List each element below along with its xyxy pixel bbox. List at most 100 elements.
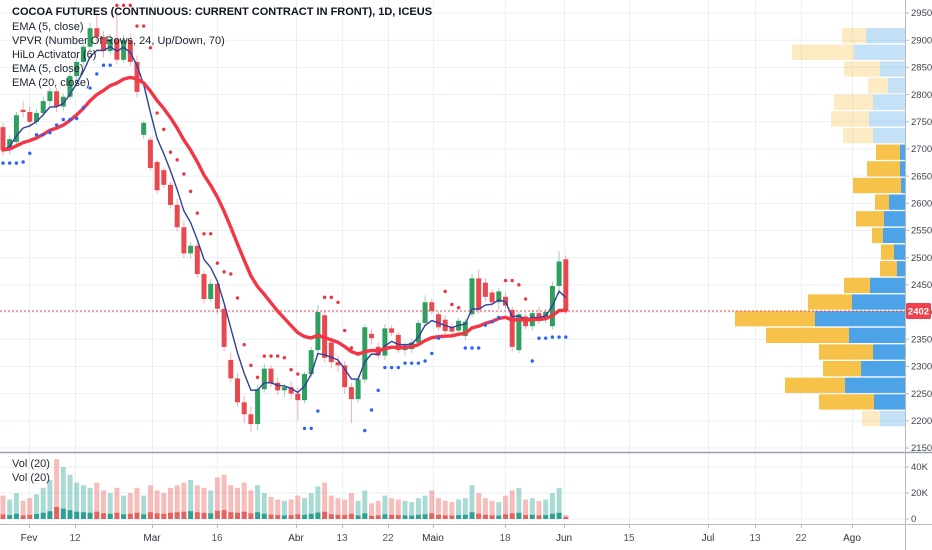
volume-ma-bar [181, 511, 187, 519]
volume-bar [248, 490, 254, 519]
hilo-dot [336, 300, 340, 304]
volume-bar [476, 493, 482, 519]
volume-bar [496, 502, 502, 519]
volume-ma-bar [462, 514, 468, 519]
candle-down [476, 278, 482, 310]
volume-bar [375, 500, 381, 519]
candle-down [536, 313, 542, 319]
candle-down [342, 365, 348, 388]
candle-down [154, 161, 160, 191]
vpvr-row-up [894, 244, 905, 260]
candle-down [168, 184, 173, 205]
vpvr-row-down [735, 311, 815, 327]
price-tick-label: 2450 [911, 280, 932, 291]
legend-ema5-b[interactable]: EMA (5, close) [12, 63, 84, 75]
volume-ma-bar [409, 515, 415, 519]
time-tick-label: 13 [336, 533, 348, 544]
last-price-badge: 2402 [906, 302, 931, 319]
vpvr-row-down [880, 261, 897, 277]
hilo-dot [503, 278, 508, 283]
hilo-dot [242, 342, 246, 347]
vpvr-row-up [849, 327, 905, 343]
volume-profile [735, 28, 905, 427]
volume-bar [482, 498, 488, 519]
volume-ma-bar [362, 513, 368, 519]
volume-ma-bar [34, 514, 39, 519]
last-price-badge-bg [906, 302, 931, 319]
candle-up [382, 328, 388, 356]
volume-bar [382, 495, 388, 519]
candle-down [221, 308, 227, 347]
candle-down [214, 283, 220, 309]
hilo-dot [510, 278, 514, 283]
candle-up [67, 76, 73, 97]
volume-axis[interactable]: 40K 20K 0 [905, 462, 929, 525]
candle-down [482, 282, 488, 297]
volume-bar [181, 482, 187, 519]
volume-bar [348, 493, 354, 519]
candle-up [141, 122, 147, 135]
legend-ema5-a[interactable]: EMA (5, close) [12, 21, 84, 33]
volume-ma-bar [449, 515, 455, 519]
candle-up [80, 46, 86, 62]
vpvr-row-up [873, 344, 905, 360]
price-axis[interactable]: 2950 2900 2850 2800 2750 2700 2650 2600 2550 2500… [905, 8, 932, 454]
volume-bars [0, 459, 569, 519]
vpvr-row-down [831, 111, 869, 127]
candle-up [462, 321, 468, 336]
volume-tick-label: 40K [911, 462, 929, 473]
legend-hilo-activator[interactable]: HiLo Activator (6) [12, 49, 97, 61]
volume-bar [389, 498, 395, 519]
volume-ma-bar [348, 513, 354, 519]
volume-ma-bar [395, 515, 401, 519]
hilo-dot [477, 346, 481, 350]
candle-up [13, 115, 19, 142]
hilo-dot [142, 24, 146, 28]
volume-bar [355, 500, 361, 519]
volume-bar [362, 490, 368, 519]
volume-bar [141, 495, 147, 519]
candle-down [174, 204, 180, 228]
candle-down [348, 387, 354, 400]
price-tick-label: 2850 [911, 63, 932, 74]
hilo-dot [209, 232, 213, 236]
candle-up [121, 40, 127, 60]
volume-bar [208, 490, 214, 519]
candle-up [415, 322, 421, 343]
volume-bar [34, 494, 39, 519]
candle-up [7, 139, 13, 151]
volume-bar [194, 485, 200, 519]
volume-ma-bar [342, 515, 348, 519]
candle-down [0, 127, 6, 151]
time-axis[interactable]: Fev 12 Mar 16 Abr 13 22 Maio 18 Jun 15 Jul 13 22 Ago [21, 524, 862, 545]
legend-vol-a[interactable]: Vol (20) [12, 458, 50, 470]
symbol-title[interactable]: COCOA FUTURES (CONTINUOUS: CURRENT CONTR… [12, 6, 433, 18]
legend-vol-b[interactable]: Vol (20) [12, 472, 50, 484]
candle-down [328, 342, 334, 363]
volume-ma-bar [422, 514, 428, 519]
time-tick-label: 22 [795, 533, 807, 544]
hilo-dot [202, 232, 206, 236]
hilo-dot [557, 335, 561, 339]
legend-vpvr[interactable]: VPVR (Number Of Rows, 24, Up/Down, 70) [12, 35, 225, 47]
volume-ma-bar [214, 510, 220, 519]
vpvr-row-up [873, 127, 905, 144]
hilo-dot [68, 117, 72, 122]
volume-ma-bar [415, 514, 421, 519]
time-tick-label: 16 [211, 533, 223, 544]
vpvr-row-down [856, 211, 884, 227]
price-tick-label: 2950 [911, 8, 932, 19]
vpvr-row-up [870, 277, 905, 294]
hilo-dot [155, 111, 159, 115]
volume-ma-bar [543, 515, 549, 519]
volume-ma-bar [255, 512, 261, 519]
legend-ema20[interactable]: EMA (20, close) [12, 77, 90, 89]
volume-bar [147, 485, 153, 519]
volume-bar [529, 498, 535, 519]
hilo-dot [262, 354, 266, 358]
hilo-dot [282, 356, 287, 360]
hilo-dot [322, 295, 327, 300]
volume-ma-bar [436, 514, 441, 519]
volume-bar [328, 495, 334, 519]
